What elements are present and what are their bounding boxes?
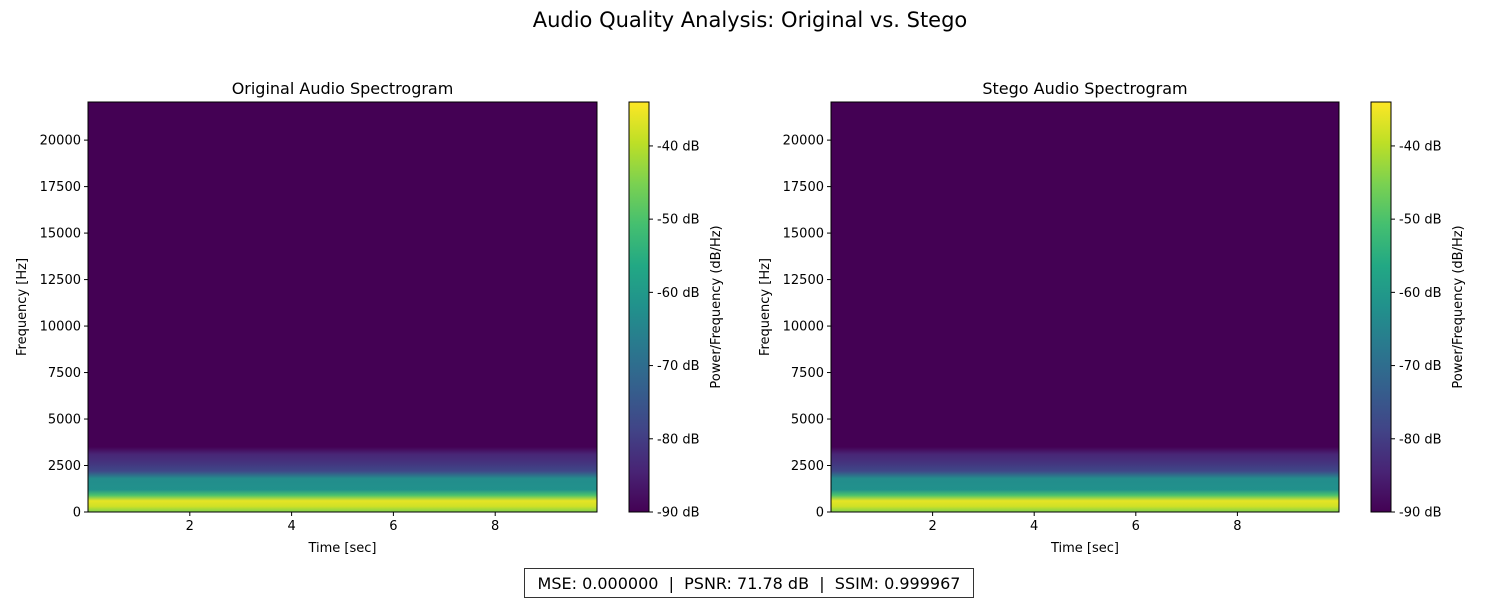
spectrogram-heatmap bbox=[831, 102, 1339, 512]
plot-frame bbox=[87, 101, 598, 513]
x-tick-label: 8 bbox=[491, 519, 499, 534]
y-tick-label: 0 bbox=[73, 506, 81, 521]
x-axis-label: Time [sec] bbox=[1050, 541, 1119, 556]
y-tick-label: 12500 bbox=[40, 273, 81, 288]
y-tick-label: 15000 bbox=[783, 227, 824, 242]
colorbar-tick-label: -40 dB bbox=[1399, 139, 1442, 154]
y-tick-label: 12500 bbox=[783, 273, 824, 288]
x-tick-label: 4 bbox=[287, 519, 295, 534]
x-tick-label: 6 bbox=[1132, 519, 1140, 534]
colorbar-label: Power/Frequency (dB/Hz) bbox=[709, 225, 724, 388]
x-tick-label: 2 bbox=[186, 519, 194, 534]
colorbar bbox=[1370, 101, 1392, 513]
y-tick-label: 7500 bbox=[791, 366, 824, 381]
panel-title: Stego Audio Spectrogram bbox=[982, 79, 1187, 98]
x-tick-label: 6 bbox=[389, 519, 397, 534]
x-tick-label: 4 bbox=[1030, 519, 1038, 534]
panel-title: Original Audio Spectrogram bbox=[232, 79, 454, 98]
y-tick-label: 20000 bbox=[783, 134, 824, 149]
colorbar-tick-label: -70 dB bbox=[657, 359, 700, 374]
y-tick-label: 2500 bbox=[791, 459, 824, 474]
colorbar-tick-label: -50 dB bbox=[657, 213, 700, 228]
y-tick-label: 17500 bbox=[40, 180, 81, 195]
y-tick-label: 0 bbox=[816, 506, 824, 521]
colorbar-tick-label: -90 dB bbox=[657, 506, 700, 521]
figure-title: Audio Quality Analysis: Original vs. Ste… bbox=[533, 8, 968, 32]
y-tick-label: 10000 bbox=[40, 320, 81, 335]
x-tick-label: 2 bbox=[928, 519, 936, 534]
colorbar-tick-label: -40 dB bbox=[657, 139, 700, 154]
y-tick-label: 7500 bbox=[48, 366, 81, 381]
colorbar-tick-label: -50 dB bbox=[1399, 213, 1442, 228]
colorbar-tick-label: -80 dB bbox=[657, 432, 700, 447]
colorbar bbox=[628, 101, 650, 513]
y-tick-label: 5000 bbox=[791, 413, 824, 428]
x-tick-label: 8 bbox=[1233, 519, 1241, 534]
spectrogram-heatmap bbox=[88, 102, 597, 512]
y-tick-label: 20000 bbox=[40, 134, 81, 149]
y-axis-label: Frequency [Hz] bbox=[758, 258, 773, 356]
y-tick-label: 17500 bbox=[783, 180, 824, 195]
y-tick-label: 10000 bbox=[783, 320, 824, 335]
x-axis-label: Time [sec] bbox=[307, 541, 376, 556]
y-tick-label: 15000 bbox=[40, 227, 81, 242]
colorbar-tick-label: -80 dB bbox=[1399, 432, 1442, 447]
colorbar-label: Power/Frequency (dB/Hz) bbox=[1451, 225, 1466, 388]
y-tick-label: 2500 bbox=[48, 459, 81, 474]
metrics-box: MSE: 0.000000 | PSNR: 71.78 dB | SSIM: 0… bbox=[524, 568, 974, 598]
plot-frame bbox=[830, 101, 1340, 513]
y-tick-label: 5000 bbox=[48, 413, 81, 428]
colorbar-tick-label: -70 dB bbox=[1399, 359, 1442, 374]
colorbar-tick-label: -90 dB bbox=[1399, 506, 1442, 521]
colorbar-tick-label: -60 dB bbox=[1399, 286, 1442, 301]
y-axis-label: Frequency [Hz] bbox=[15, 258, 30, 356]
colorbar-tick-label: -60 dB bbox=[657, 286, 700, 301]
